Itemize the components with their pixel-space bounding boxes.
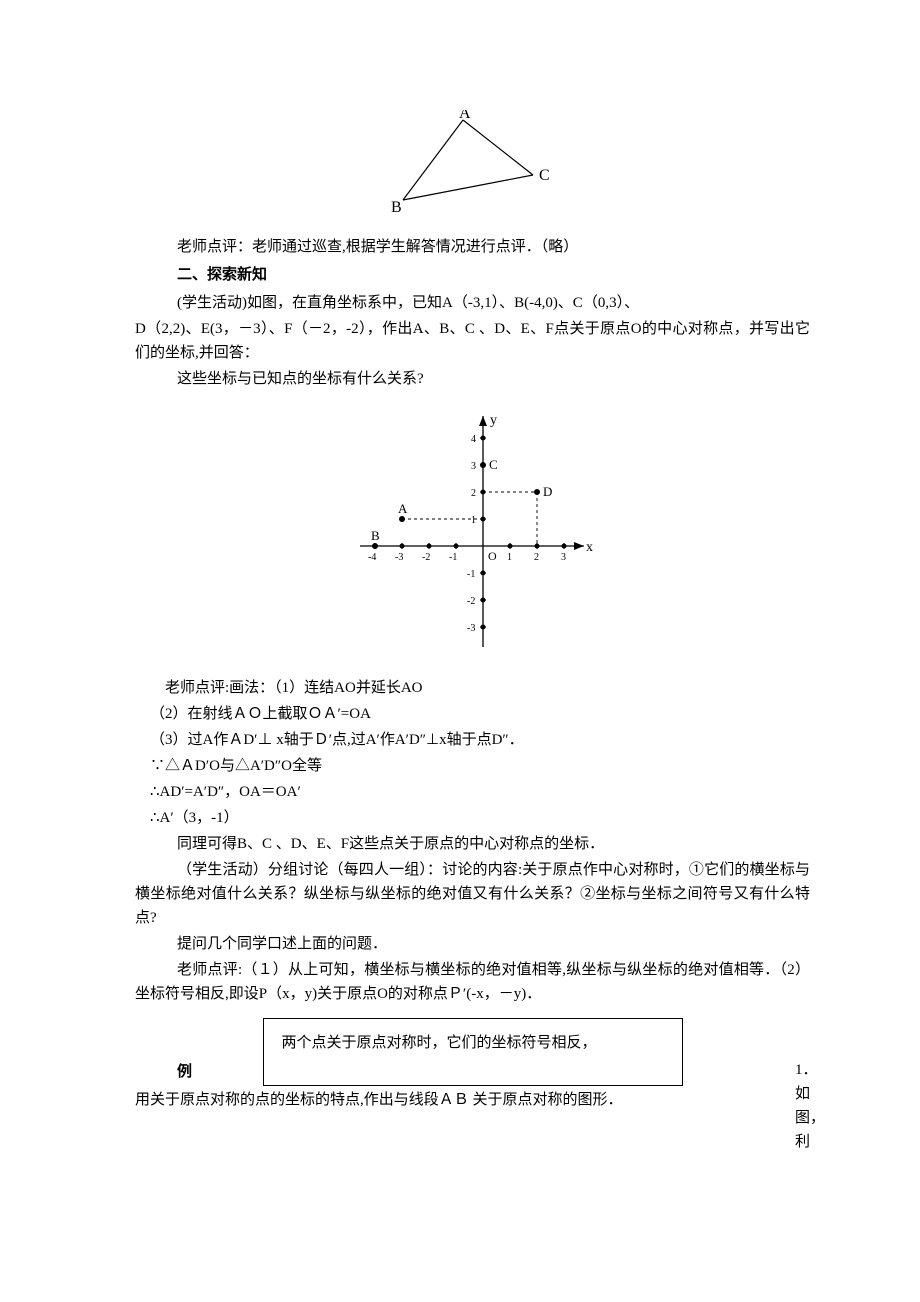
- congruent-therefore-1: ∴AD′=A′D″，OA＝OA′: [135, 780, 810, 804]
- example-label: 例: [135, 1060, 192, 1084]
- discussion: （学生活动）分组讨论（每四人一组）：讨论的内容:关于原点作中心对称时，①它们的横…: [135, 858, 810, 930]
- svg-text:1: 1: [507, 552, 512, 563]
- triangle-figure: A B C: [135, 110, 810, 220]
- svg-text:3: 3: [471, 461, 476, 472]
- svg-text:4: 4: [471, 434, 476, 445]
- example-tail: 1．如图，利: [795, 1058, 825, 1154]
- svg-text:-2: -2: [422, 552, 430, 563]
- svg-text:2: 2: [534, 552, 539, 563]
- example-line: 例 1．如图，利: [135, 1058, 810, 1086]
- draw-step-2: （2）在射线ＡＯ上截取ＯＡ′=OA: [135, 702, 810, 726]
- likewise: 同理可得B、C 、D、E、F这些点关于原点的中心对称点的坐标．: [135, 832, 810, 856]
- svg-text:O: O: [488, 549, 497, 563]
- ask-students: 提问几个同学口述上面的问题．: [135, 932, 810, 956]
- svg-text:y: y: [490, 413, 497, 428]
- svg-text:1: 1: [471, 515, 476, 526]
- teacher-comment-2: 老师点评:（１）从上可知，横坐标与横坐标的绝对值相等,纵坐标与纵坐标的绝对值相等…: [135, 958, 810, 1006]
- svg-text:x: x: [586, 540, 593, 555]
- coord-svg: x y O -4 -3 -2 -1 1 2 3 -3 -2 -1 1 2 3 4 A B C D: [323, 406, 623, 656]
- congruent-therefore-2: ∴A′（3，-1）: [135, 806, 810, 830]
- draw-step-heading: 老师点评:画法：（1）连结AO并延长AO: [135, 676, 810, 700]
- svg-text:B: B: [391, 199, 402, 216]
- svg-text:-3: -3: [467, 623, 475, 634]
- svg-text:-4: -4: [368, 552, 376, 563]
- svg-text:C: C: [539, 167, 550, 184]
- activity-intro: (学生活动)如图，在直角坐标系中，已知A（-3,1）、B(-4,0)、C（0,3…: [135, 291, 810, 315]
- teacher-comment-1: 老师点评：老师通过巡查,根据学生解答情况进行点评．（略）: [135, 235, 810, 259]
- triangle-svg: A B C: [373, 110, 573, 220]
- svg-text:2: 2: [471, 488, 476, 499]
- question-relation: 这些坐标与已知点的坐标有什么关系?: [135, 367, 810, 391]
- svg-text:A: A: [459, 110, 471, 122]
- congruent-because: ∵△ＡD′O与△A′D″O全等: [135, 754, 810, 778]
- svg-text:C: C: [489, 457, 498, 472]
- svg-text:-1: -1: [449, 552, 457, 563]
- svg-text:B: B: [371, 528, 380, 543]
- section-heading-2: 二、探索新知: [135, 263, 810, 287]
- svg-text:-2: -2: [467, 596, 475, 607]
- svg-text:-3: -3: [395, 552, 403, 563]
- example-continuation: 用关于原点对称的点的坐标的特点,作出与线段ＡＢ 关于原点对称的图形．: [135, 1088, 810, 1112]
- activity-intro-b: D（2,2)、E(3，－3）、F（－2，-2），作出A、B、C 、D、E、F点关…: [135, 317, 810, 365]
- draw-step-3: （3）过A作ＡD′⊥ x轴于Ｄ′点,过A′作A′D″⊥x轴于点D″．: [135, 728, 810, 752]
- svg-text:3: 3: [561, 552, 566, 563]
- svg-text:-1: -1: [467, 569, 475, 580]
- svg-text:D: D: [543, 484, 552, 499]
- svg-text:A: A: [398, 501, 408, 516]
- conclusion-text: 两个点关于原点对称时，它们的坐标符号相反，: [282, 1035, 597, 1051]
- coord-figure: x y O -4 -3 -2 -1 1 2 3 -3 -2 -1 1 2 3 4 A B C D: [135, 406, 810, 656]
